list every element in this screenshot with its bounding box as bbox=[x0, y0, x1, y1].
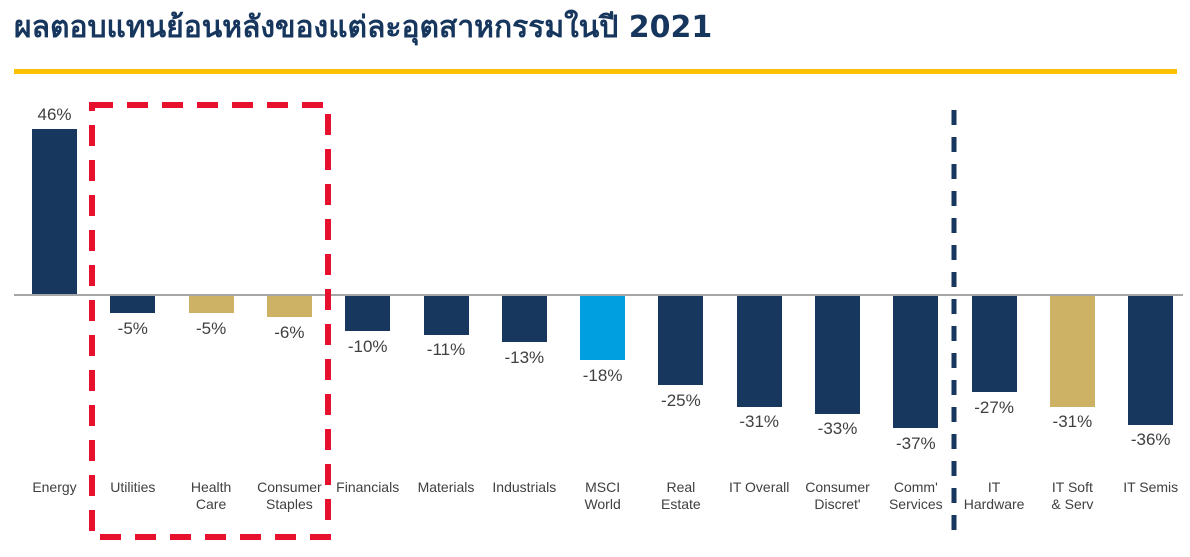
category-label-line: IT Soft bbox=[1051, 479, 1093, 495]
category-label-line: & Serv bbox=[1051, 496, 1094, 512]
page-title: ผลตอบแทนย้อนหลังของแต่ละอุตสาหกรรมในปี 2… bbox=[14, 10, 713, 45]
bar-it-soft-serv bbox=[1049, 295, 1095, 407]
value-label-materials: -11% bbox=[426, 340, 466, 360]
category-label-line: Estate bbox=[661, 496, 701, 512]
category-label-line: Staples bbox=[266, 496, 313, 512]
bar-consumer-discret bbox=[815, 295, 860, 414]
category-label-line: MSCI bbox=[585, 479, 621, 495]
value-label-msci-world: -18% bbox=[582, 365, 623, 385]
bar-real-estate bbox=[658, 295, 704, 386]
category-label-financials: Financials bbox=[322, 479, 414, 496]
category-label-line: Services bbox=[888, 496, 943, 512]
category-label-it-semis: IT Semis bbox=[1105, 479, 1190, 496]
value-label-financials: -10% bbox=[347, 336, 388, 356]
value-label-industrials: -13% bbox=[504, 347, 545, 367]
bar-msci-world bbox=[580, 295, 626, 361]
bar-consumer-staples bbox=[266, 295, 312, 318]
bar-materials bbox=[423, 295, 469, 335]
bar-it-overall bbox=[736, 295, 782, 407]
bar-health-care bbox=[188, 295, 234, 314]
value-label-it-soft-serv: -31% bbox=[1052, 412, 1093, 432]
category-label-msci-world: MSCI World bbox=[557, 479, 649, 513]
category-label-line: IT bbox=[987, 479, 1001, 495]
category-label-line: Real bbox=[666, 479, 696, 495]
value-label-it-semis: -36% bbox=[1130, 430, 1171, 450]
bar-industrials bbox=[501, 295, 547, 343]
category-label-line: Materials bbox=[417, 479, 475, 495]
bar-it-hardware bbox=[971, 295, 1017, 393]
value-label-it-overall: -31% bbox=[739, 412, 780, 432]
bar-utilities bbox=[110, 295, 156, 314]
bar-comm-services bbox=[893, 295, 939, 429]
category-label-line: IT Semis bbox=[1123, 479, 1179, 495]
value-label-utilities: -5% bbox=[117, 318, 148, 338]
category-label-it-soft-serv: IT Soft & Serv bbox=[1026, 479, 1118, 513]
bar-it-semis bbox=[1128, 295, 1174, 425]
category-label-line: Financials bbox=[336, 479, 400, 495]
value-label-it-hardware: -27% bbox=[974, 397, 1014, 417]
value-label-real-estate: -25% bbox=[661, 390, 701, 410]
category-label-line: IT Overall bbox=[728, 479, 790, 495]
value-label-consumer-discret: -33% bbox=[817, 419, 858, 439]
value-label-health-care: -5% bbox=[195, 318, 227, 338]
title-underline bbox=[14, 69, 1177, 74]
category-label-line: Energy bbox=[32, 479, 77, 495]
value-label-energy: 46% bbox=[37, 104, 72, 124]
category-label-real-estate: Real Estate bbox=[635, 479, 727, 513]
category-label-line: Consumer bbox=[805, 479, 870, 495]
category-label-energy: Energy bbox=[9, 479, 101, 496]
category-label-line: World bbox=[584, 496, 621, 512]
category-label-comm-services: Comm' Services bbox=[870, 479, 962, 513]
category-label-line: Comm' bbox=[893, 479, 938, 495]
category-label-consumer-discret: Consumer Discret' bbox=[792, 479, 884, 513]
category-label-line: Discret' bbox=[814, 496, 861, 512]
category-label-materials: Materials bbox=[400, 479, 492, 496]
value-label-comm-services: -37% bbox=[895, 433, 936, 453]
category-label-industrials: Industrials bbox=[478, 479, 570, 496]
bar-energy bbox=[32, 128, 77, 294]
zero-axis-line bbox=[14, 294, 1183, 296]
value-label-consumer-staples: -6% bbox=[274, 322, 305, 342]
bar-financials bbox=[345, 295, 391, 332]
category-label-it-hardware: IT Hardware bbox=[948, 479, 1040, 513]
category-label-line: Industrials bbox=[492, 479, 557, 495]
category-label-line: Hardware bbox=[963, 496, 1025, 512]
category-label-it-overall: IT Overall bbox=[713, 479, 805, 496]
